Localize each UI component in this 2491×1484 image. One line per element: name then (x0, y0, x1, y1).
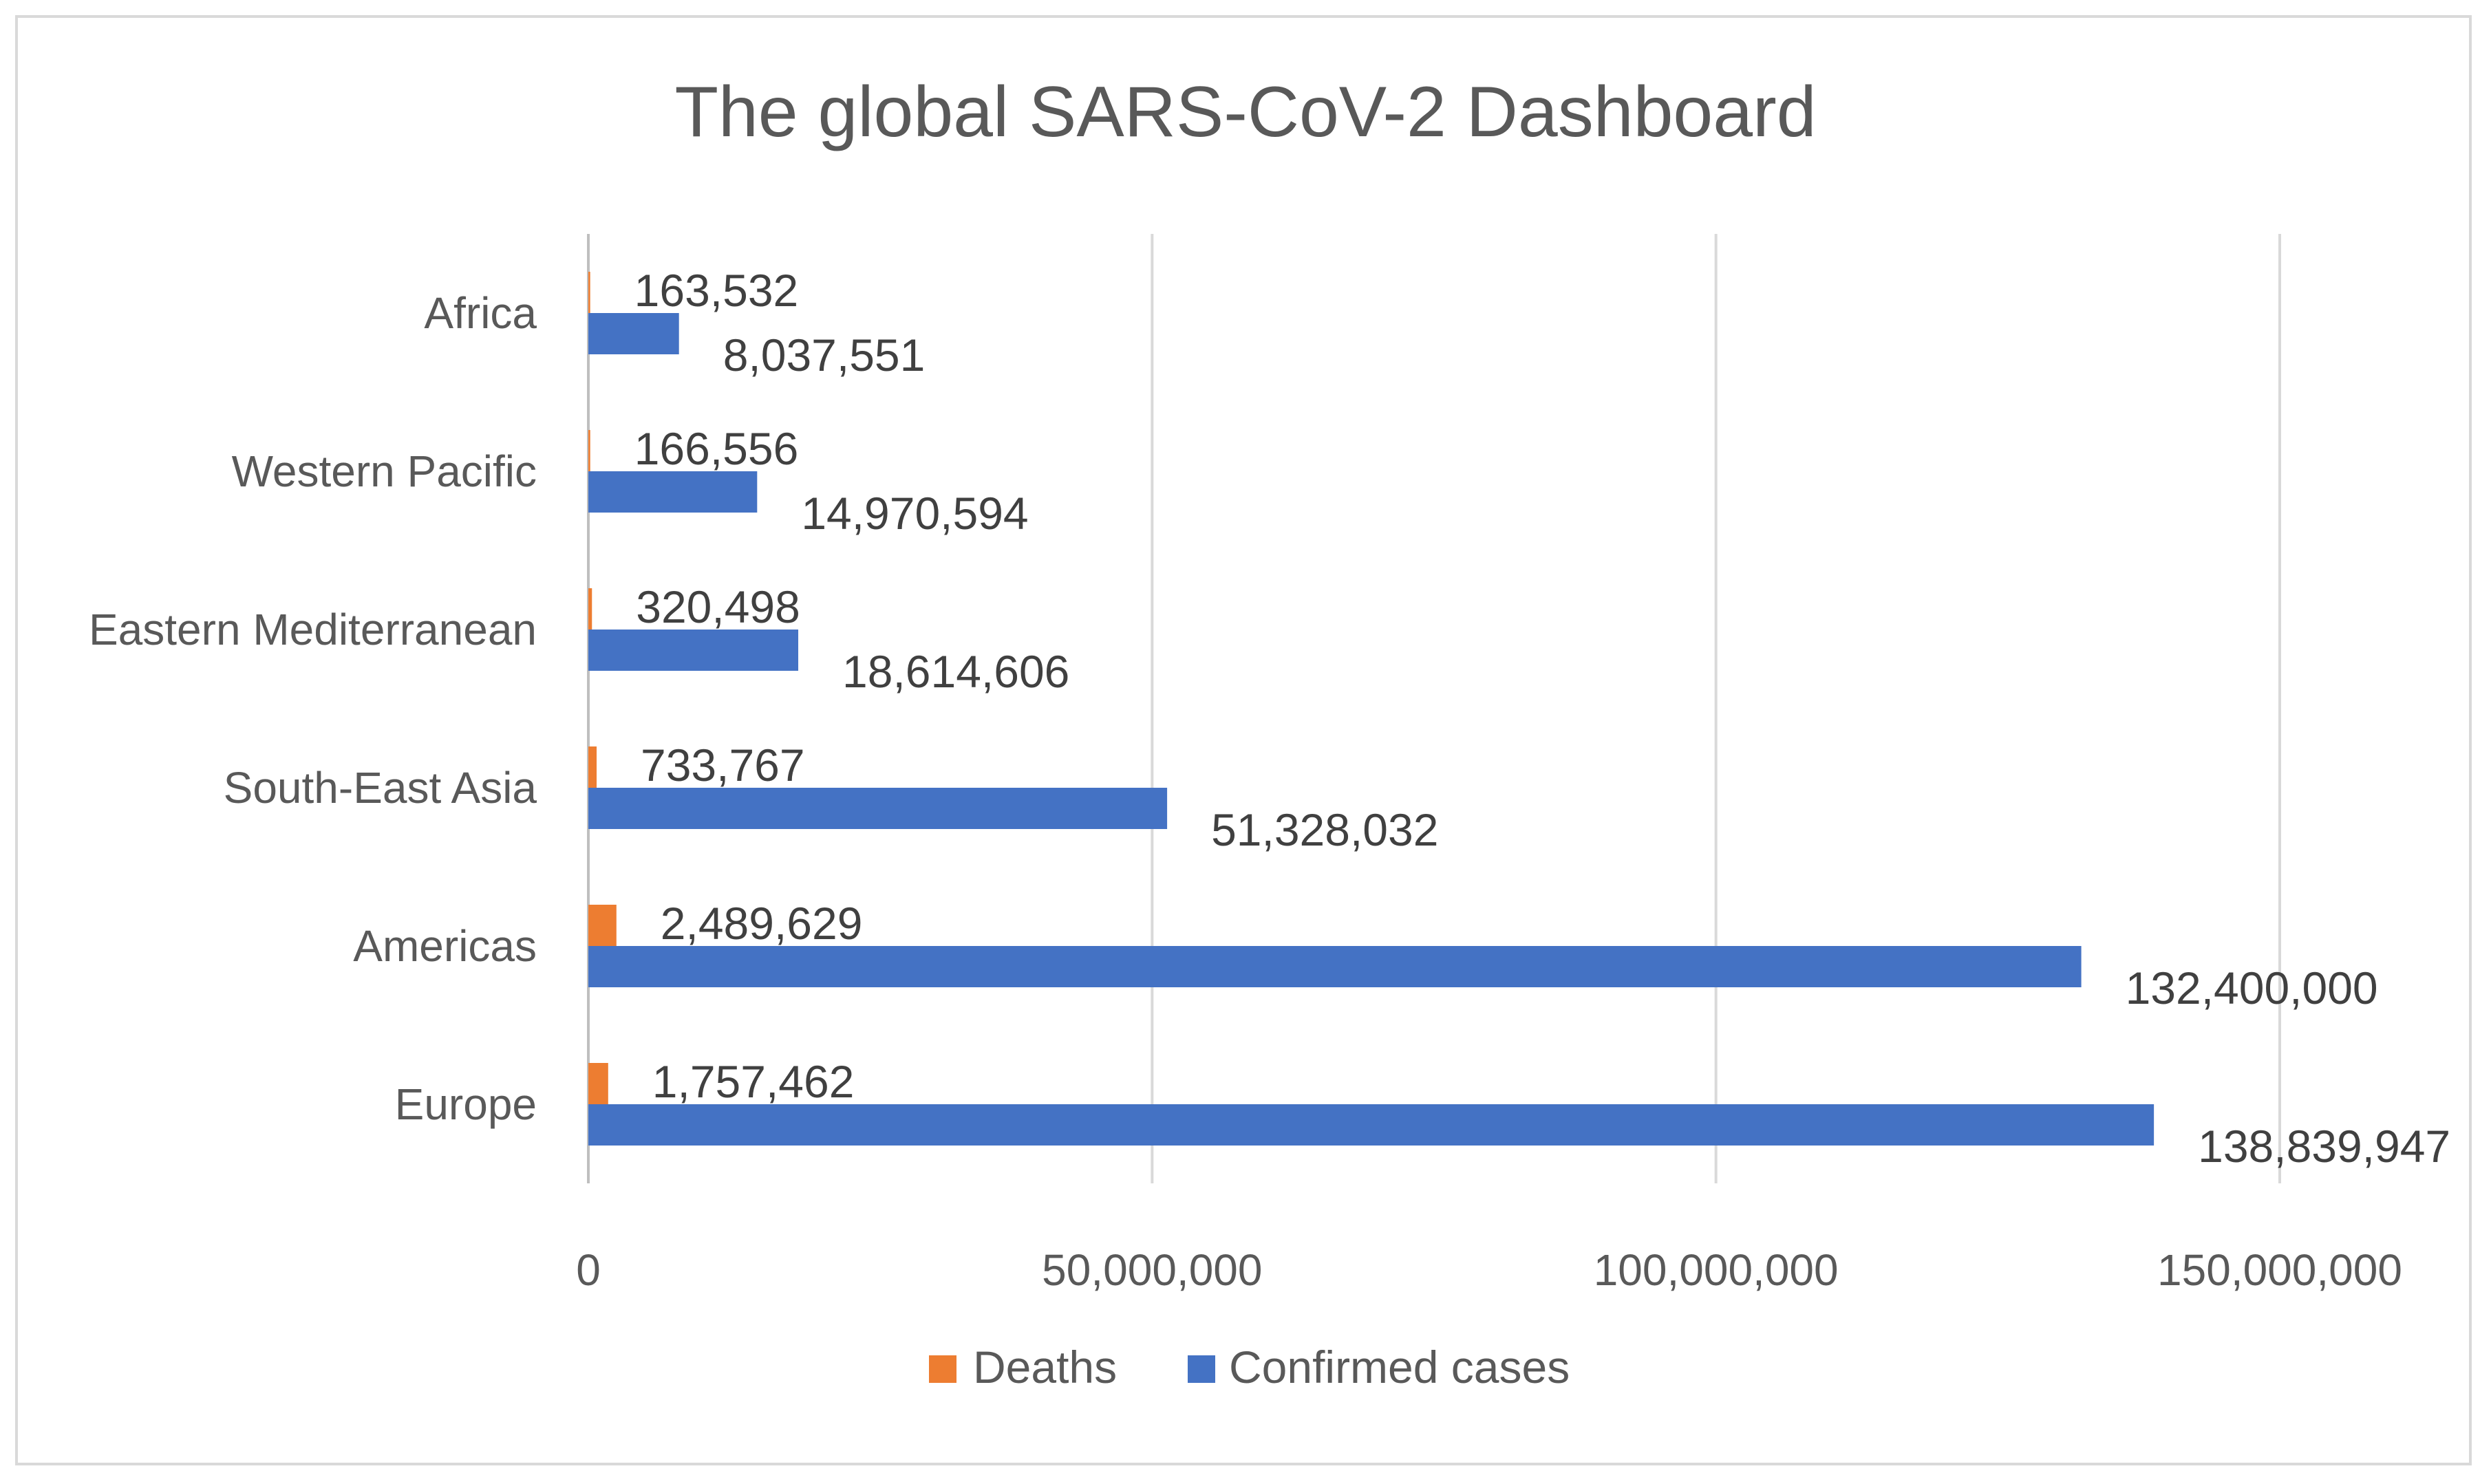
deaths-bar (588, 1063, 608, 1104)
legend-label-cases: Confirmed cases (1229, 1342, 1570, 1392)
legend-label-deaths: Deaths (973, 1342, 1117, 1392)
deaths-data-label: 163,532 (634, 265, 799, 316)
cases-data-label: 8,037,551 (723, 330, 926, 380)
deaths-bar (588, 746, 597, 788)
deaths-bar (588, 430, 590, 471)
grid-layer (587, 234, 2281, 1183)
bars-layer (588, 272, 2155, 1146)
deaths-bar (588, 272, 590, 313)
legend-swatch-deaths (929, 1355, 956, 1383)
legend-swatch-cases (1188, 1355, 1215, 1383)
category-label: Europe (395, 1079, 537, 1129)
cases-bar (588, 788, 1168, 829)
legend: Deaths Confirmed cases (929, 1342, 1570, 1392)
cases-data-label: 132,400,000 (2126, 963, 2378, 1013)
cases-data-label: 14,970,594 (801, 488, 1028, 539)
category-label: South-East Asia (224, 763, 537, 813)
deaths-data-label: 2,489,629 (661, 898, 863, 949)
cases-bar (588, 1104, 2155, 1146)
axis-layer: 0 50,000,000 100,000,000 150,000,000 Europe A… (89, 288, 2402, 1295)
x-tick-label: 0 (576, 1245, 601, 1295)
cases-bar (588, 313, 679, 354)
cases-data-label: 138,839,947 (2198, 1121, 2450, 1172)
x-tick-label: 50,000,000 (1042, 1245, 1262, 1295)
labels-layer: 1,757,462 138,839,947 2,489,629 132,400,000… (634, 265, 2450, 1172)
deaths-data-label: 320,498 (636, 581, 800, 632)
cases-bar (588, 471, 758, 513)
cases-bar (588, 946, 2082, 987)
deaths-bar (588, 905, 617, 946)
x-tick-label: 150,000,000 (2157, 1245, 2402, 1295)
category-label: Americas (353, 921, 537, 971)
chart-frame (15, 15, 2472, 1465)
category-label: Western Pacific (232, 447, 537, 496)
cases-data-label: 18,614,606 (842, 646, 1069, 697)
deaths-data-label: 1,757,462 (652, 1056, 855, 1107)
deaths-bar (588, 588, 592, 630)
category-label: Eastern Mediterranean (89, 605, 537, 654)
cases-data-label: 51,328,032 (1211, 804, 1438, 855)
category-label: Africa (424, 288, 537, 338)
deaths-data-label: 733,767 (641, 740, 805, 791)
cases-bar (588, 630, 799, 671)
deaths-data-label: 166,556 (634, 423, 799, 474)
chart-title: The global SARS-CoV-2 Dashboard (674, 72, 1816, 152)
x-tick-label: 100,000,000 (1594, 1245, 1839, 1295)
